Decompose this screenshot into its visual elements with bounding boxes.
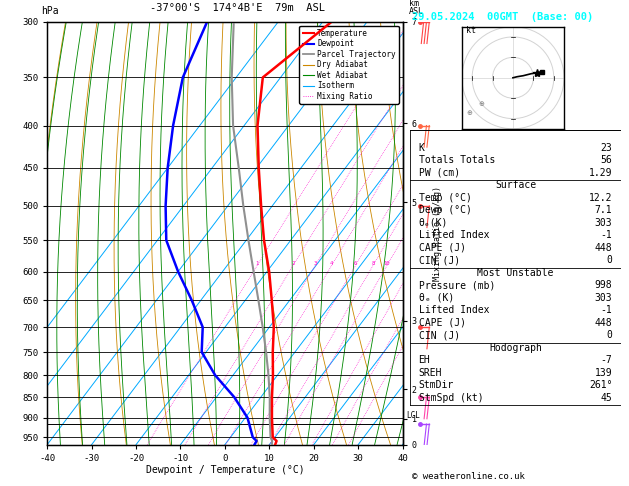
Text: Totals Totals: Totals Totals <box>418 155 495 165</box>
Text: CAPE (J): CAPE (J) <box>418 243 465 253</box>
Text: 8: 8 <box>371 260 375 265</box>
Text: 23: 23 <box>601 142 613 153</box>
Text: 12.2: 12.2 <box>589 192 613 203</box>
Text: 303: 303 <box>595 218 613 227</box>
Text: 303: 303 <box>595 293 613 303</box>
Text: 2: 2 <box>291 260 294 265</box>
Text: 45: 45 <box>601 393 613 402</box>
Text: 3: 3 <box>314 260 317 265</box>
Text: 0: 0 <box>606 330 613 340</box>
Legend: Temperature, Dewpoint, Parcel Trajectory, Dry Adiabat, Wet Adiabat, Isotherm, Mi: Temperature, Dewpoint, Parcel Trajectory… <box>299 26 399 104</box>
Text: EH: EH <box>418 355 430 365</box>
Text: CAPE (J): CAPE (J) <box>418 317 465 328</box>
Text: Temp (°C): Temp (°C) <box>418 192 471 203</box>
Text: Mixing Ratio (g/kg): Mixing Ratio (g/kg) <box>433 186 442 281</box>
Text: © weatheronline.co.uk: © weatheronline.co.uk <box>412 472 525 481</box>
Text: -37°00'S  174°4B'E  79m  ASL: -37°00'S 174°4B'E 79m ASL <box>150 3 325 13</box>
Text: Lifted Index: Lifted Index <box>418 230 489 240</box>
Text: km
ASL: km ASL <box>409 0 424 16</box>
Text: 6: 6 <box>354 260 357 265</box>
Text: SREH: SREH <box>418 367 442 378</box>
Text: 1: 1 <box>255 260 259 265</box>
Text: 7.1: 7.1 <box>595 205 613 215</box>
Text: 448: 448 <box>595 317 613 328</box>
Text: Pressure (mb): Pressure (mb) <box>418 280 495 290</box>
Text: StmSpd (kt): StmSpd (kt) <box>418 393 483 402</box>
Text: 1.29: 1.29 <box>589 168 613 177</box>
Text: 0: 0 <box>606 255 613 265</box>
Text: ⊕: ⊕ <box>478 102 484 107</box>
Text: Dewp (°C): Dewp (°C) <box>418 205 471 215</box>
Text: K: K <box>418 142 425 153</box>
Text: PW (cm): PW (cm) <box>418 168 460 177</box>
Text: Lifted Index: Lifted Index <box>418 305 489 315</box>
Text: -1: -1 <box>601 305 613 315</box>
Text: ⊕: ⊕ <box>466 109 472 116</box>
Text: StmDir: StmDir <box>418 380 454 390</box>
Text: 4: 4 <box>330 260 333 265</box>
X-axis label: Dewpoint / Temperature (°C): Dewpoint / Temperature (°C) <box>145 466 304 475</box>
Text: kt: kt <box>466 26 476 35</box>
Text: CIN (J): CIN (J) <box>418 255 460 265</box>
Text: 29.05.2024  00GMT  (Base: 00): 29.05.2024 00GMT (Base: 00) <box>412 12 593 22</box>
Text: 998: 998 <box>595 280 613 290</box>
Text: Hodograph: Hodograph <box>489 343 542 352</box>
Text: Most Unstable: Most Unstable <box>477 268 554 278</box>
Text: hPa: hPa <box>41 6 58 16</box>
Text: CIN (J): CIN (J) <box>418 330 460 340</box>
Text: θₑ (K): θₑ (K) <box>418 293 454 303</box>
Text: 139: 139 <box>595 367 613 378</box>
Text: 261°: 261° <box>589 380 613 390</box>
Text: 56: 56 <box>601 155 613 165</box>
Text: -1: -1 <box>601 230 613 240</box>
Text: -7: -7 <box>601 355 613 365</box>
Text: Surface: Surface <box>495 180 536 190</box>
Text: θₑ(K): θₑ(K) <box>418 218 448 227</box>
Text: LCL: LCL <box>406 411 420 420</box>
Text: 448: 448 <box>595 243 613 253</box>
Text: 10: 10 <box>384 260 390 265</box>
